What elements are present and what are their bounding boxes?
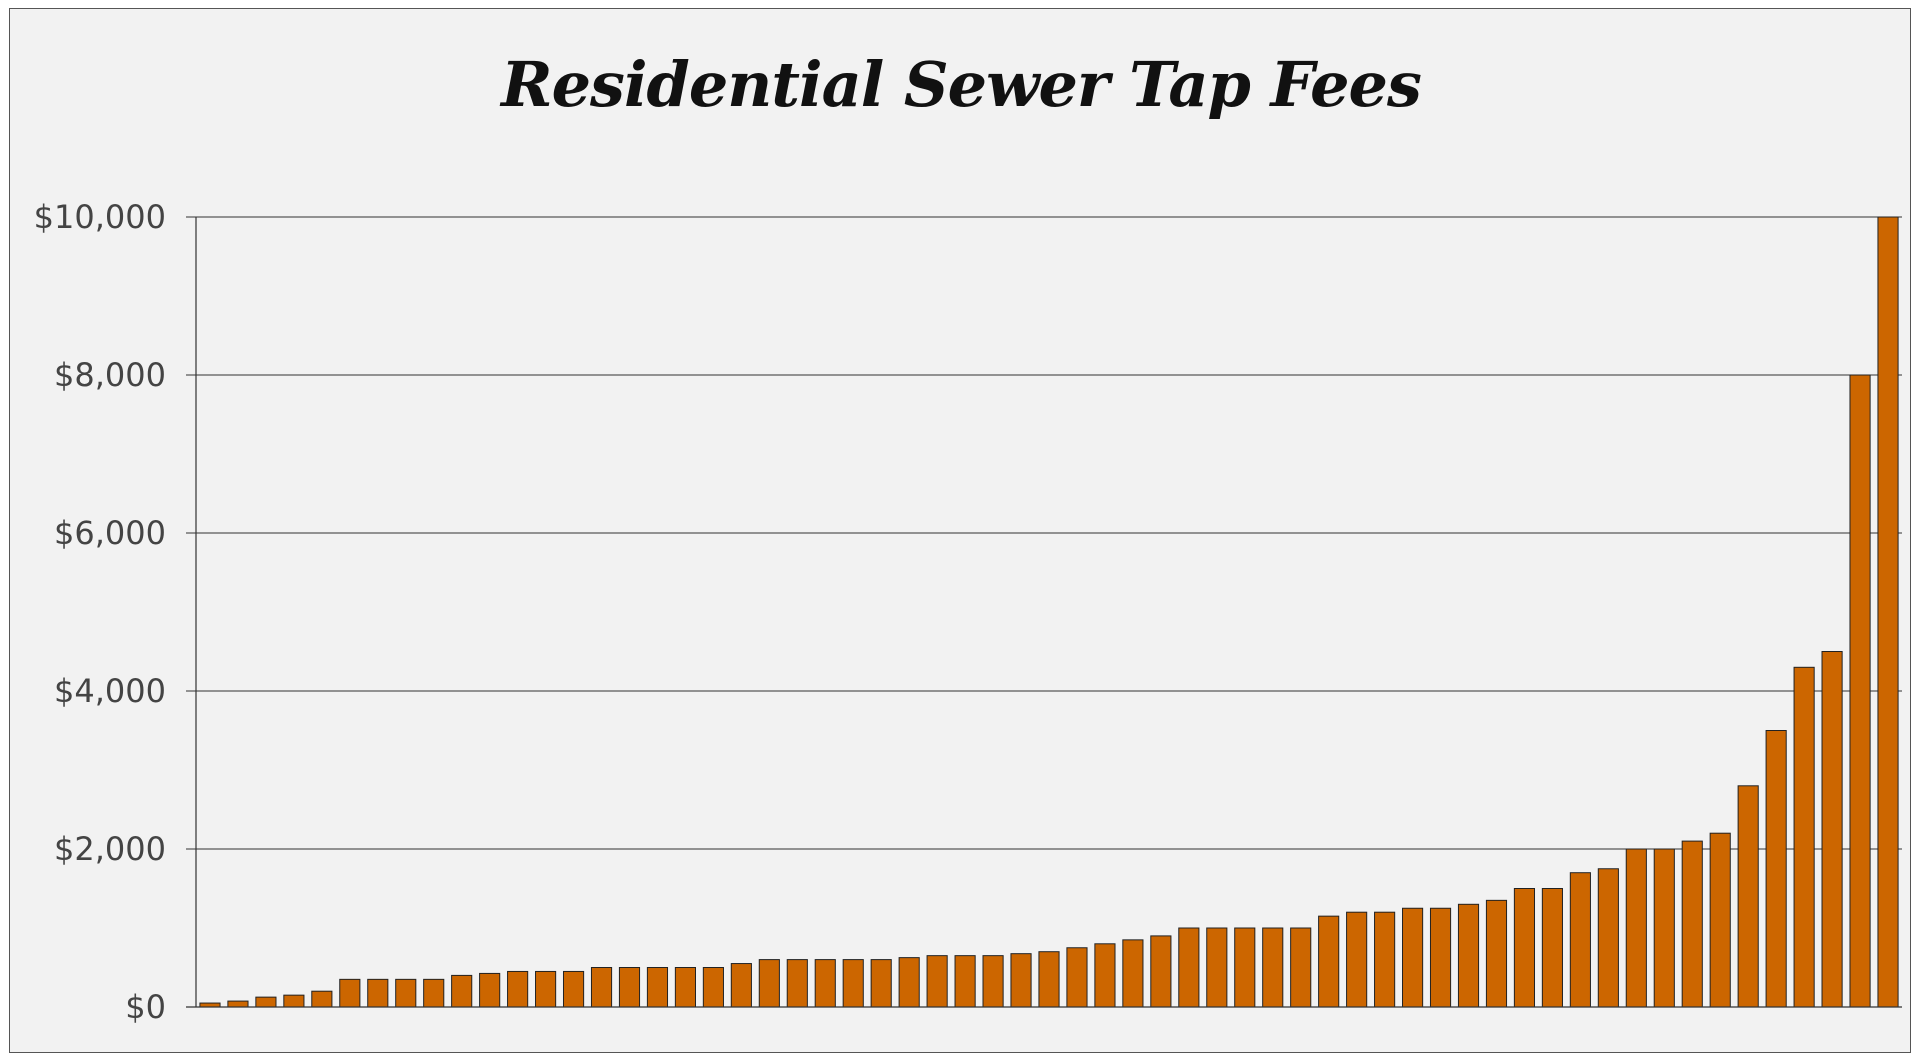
bar [1513,888,1536,1008]
bar [1010,953,1032,1008]
chart-title: Residential Sewer Tap Fees [501,48,1422,121]
bar [1821,651,1843,1008]
axes [186,217,1902,1008]
y-tick-label: $6,000 [54,514,166,552]
bar [1290,927,1312,1008]
bar [451,974,473,1008]
bar [311,990,333,1008]
bar [730,963,752,1008]
bar [1402,907,1424,1008]
bar [1485,899,1508,1008]
bar [1569,872,1591,1008]
bar [507,970,529,1008]
y-tick-label: $10,000 [34,198,166,236]
bar [870,959,892,1008]
bar [1653,848,1675,1008]
bar [926,955,948,1008]
bar [1094,943,1116,1008]
bar [1709,832,1731,1008]
bar [1597,868,1619,1008]
bar [562,970,585,1008]
y-tick-label: $0 [125,988,166,1026]
bar [395,978,417,1008]
bar [283,994,305,1008]
bar [367,978,389,1008]
bar [786,959,808,1008]
bar [842,959,864,1008]
bar [1038,951,1060,1008]
bar [646,967,669,1008]
bar [758,959,780,1008]
bar [1541,888,1563,1008]
bar [1122,939,1144,1008]
bar [1457,903,1480,1008]
bar [702,967,724,1008]
bar [1793,666,1815,1008]
bar [814,959,836,1008]
bar [1206,927,1228,1008]
bar [1066,947,1088,1008]
bar [339,978,361,1008]
chart-frame [9,8,1911,1053]
bar [535,970,557,1008]
bar [423,978,445,1008]
bar [590,967,613,1008]
bar [674,967,696,1008]
gridlines [186,216,1902,850]
bar [1765,730,1787,1008]
bar [1429,907,1452,1008]
bar [618,967,641,1008]
bar [1625,848,1647,1008]
bar [1849,374,1871,1008]
bar [1234,927,1256,1008]
bar [479,972,501,1008]
bar [982,955,1004,1008]
bar [1877,216,1899,1008]
bar [255,996,277,1008]
y-tick-label: $4,000 [54,672,166,710]
bar [1681,840,1703,1008]
bar [1737,785,1759,1008]
bar [954,955,976,1008]
y-tick-labels: $0 $2,000 $4,000 $6,000 $8,000 $10,000 [34,198,166,1026]
bar [227,1000,249,1008]
bars [199,216,1899,1008]
bar [1150,935,1172,1008]
y-tick-label: $2,000 [54,830,166,868]
bar [1374,911,1396,1008]
bar [1262,927,1284,1008]
y-tick-label: $8,000 [54,356,166,394]
bar [1346,911,1368,1008]
bar [1318,915,1340,1008]
bar [898,957,920,1008]
bar [1178,927,1200,1008]
